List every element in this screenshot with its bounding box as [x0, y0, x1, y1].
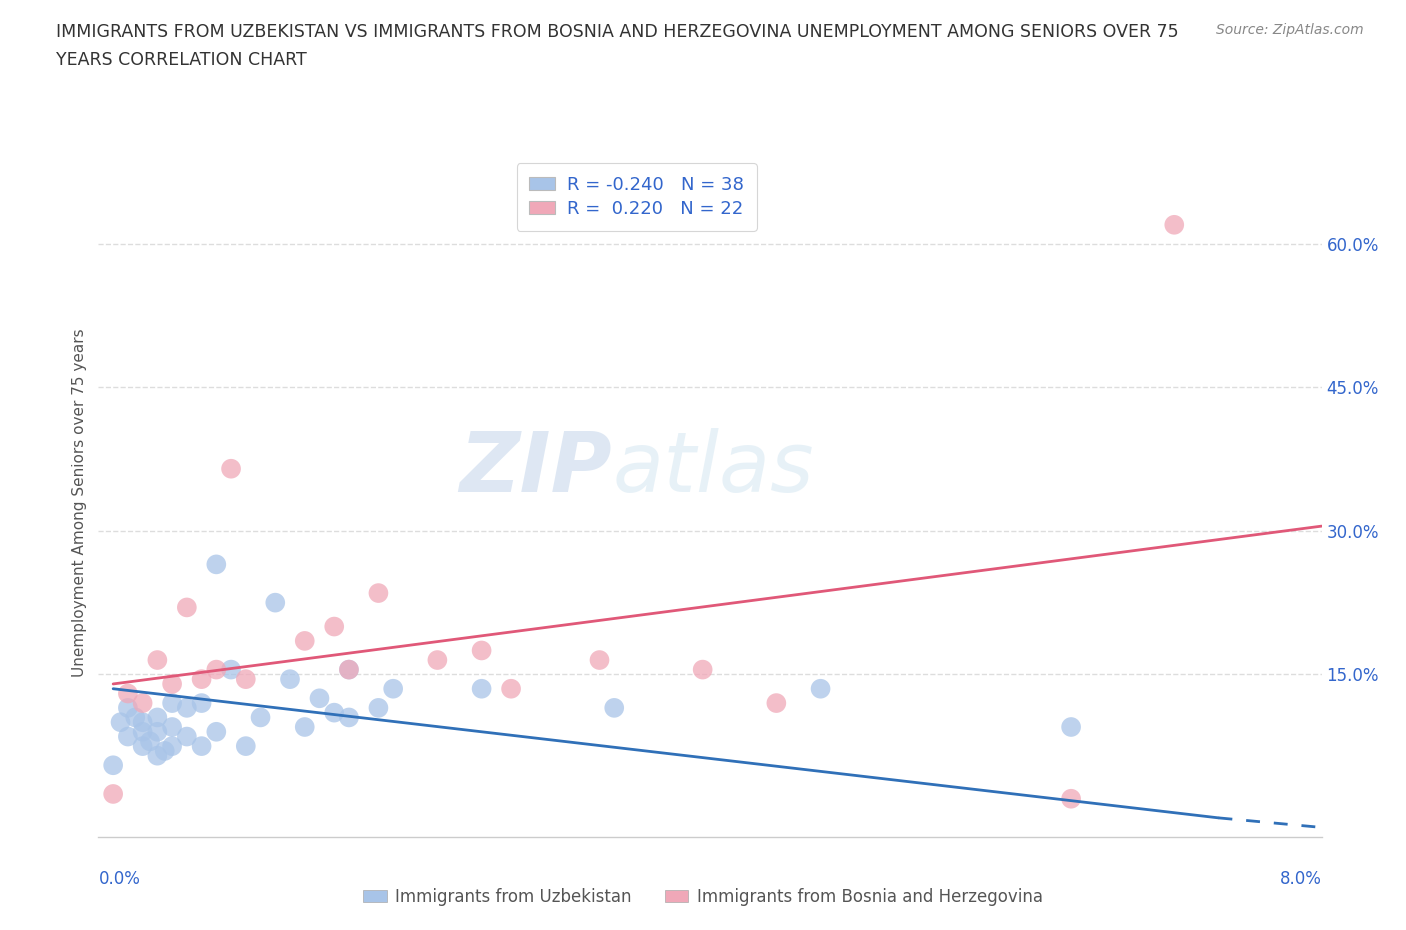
Point	[190, 671, 212, 686]
Point	[294, 720, 316, 735]
Point	[337, 710, 360, 724]
Point	[219, 461, 242, 476]
Point	[124, 710, 146, 724]
Point	[765, 696, 787, 711]
Text: YEARS CORRELATION CHART: YEARS CORRELATION CHART	[56, 51, 307, 69]
Point	[1060, 720, 1083, 735]
Point	[176, 600, 198, 615]
Point	[176, 729, 198, 744]
Point	[249, 710, 271, 724]
Point	[205, 557, 228, 572]
Point	[323, 705, 346, 720]
Point	[190, 738, 212, 753]
Point	[131, 738, 153, 753]
Point	[146, 710, 169, 724]
Point	[160, 720, 183, 735]
Point	[278, 671, 301, 686]
Point	[117, 729, 139, 744]
Point	[603, 700, 626, 715]
Point	[205, 724, 228, 739]
Point	[160, 696, 183, 711]
Point	[471, 643, 494, 658]
Text: ZIP: ZIP	[460, 428, 612, 510]
Point	[235, 738, 257, 753]
Point	[1060, 791, 1083, 806]
Text: Source: ZipAtlas.com: Source: ZipAtlas.com	[1216, 23, 1364, 37]
Point	[367, 700, 389, 715]
Point	[176, 700, 198, 715]
Point	[160, 738, 183, 753]
Point	[101, 758, 124, 773]
Point	[139, 734, 162, 749]
Point	[499, 682, 522, 697]
Point	[153, 743, 176, 758]
Text: 8.0%: 8.0%	[1279, 870, 1322, 887]
Point	[1163, 218, 1185, 232]
Point	[146, 653, 169, 668]
Point	[382, 682, 405, 697]
Point	[810, 682, 832, 697]
Text: 0.0%: 0.0%	[98, 870, 141, 887]
Point	[205, 662, 228, 677]
Point	[219, 662, 242, 677]
Point	[131, 715, 153, 730]
Point	[190, 696, 212, 711]
Point	[110, 715, 132, 730]
Point	[117, 686, 139, 701]
Text: atlas: atlas	[612, 428, 814, 510]
Point	[308, 691, 330, 706]
Legend: R = -0.240   N = 38, R =  0.220   N = 22: R = -0.240 N = 38, R = 0.220 N = 22	[516, 163, 756, 231]
Point	[426, 653, 449, 668]
Point	[367, 586, 389, 601]
Text: IMMIGRANTS FROM UZBEKISTAN VS IMMIGRANTS FROM BOSNIA AND HERZEGOVINA UNEMPLOYMEN: IMMIGRANTS FROM UZBEKISTAN VS IMMIGRANTS…	[56, 23, 1178, 41]
Point	[471, 682, 494, 697]
Point	[101, 787, 124, 802]
Point	[160, 676, 183, 691]
Point	[692, 662, 714, 677]
Point	[323, 619, 346, 634]
Legend: Immigrants from Uzbekistan, Immigrants from Bosnia and Herzegovina: Immigrants from Uzbekistan, Immigrants f…	[357, 881, 1049, 912]
Point	[235, 671, 257, 686]
Y-axis label: Unemployment Among Seniors over 75 years: Unemployment Among Seniors over 75 years	[72, 328, 87, 676]
Point	[131, 696, 153, 711]
Point	[117, 700, 139, 715]
Point	[146, 724, 169, 739]
Point	[146, 749, 169, 764]
Point	[294, 633, 316, 648]
Point	[588, 653, 610, 668]
Point	[337, 662, 360, 677]
Point	[131, 724, 153, 739]
Point	[264, 595, 287, 610]
Point	[337, 662, 360, 677]
